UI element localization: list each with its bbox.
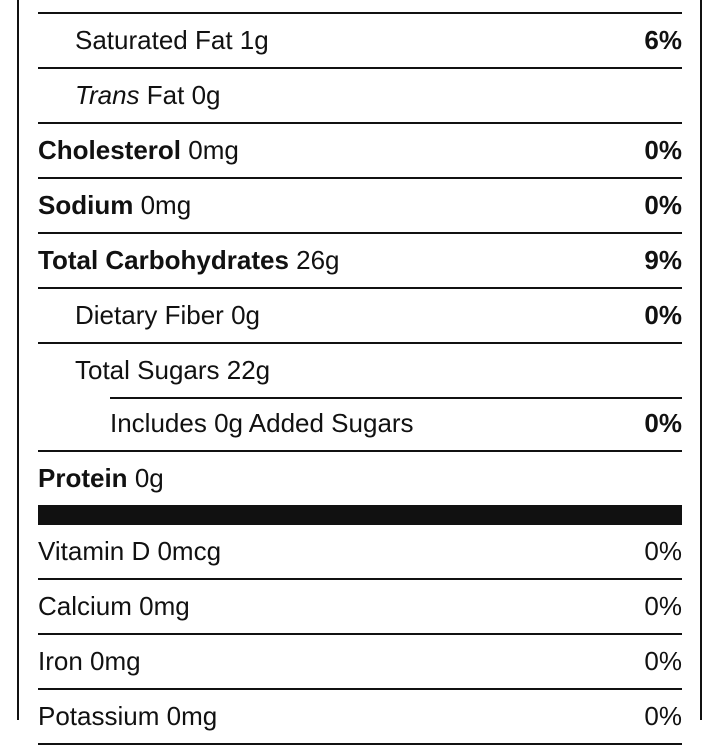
vitamin-row: Iron 0mg 0% — [38, 635, 682, 690]
vitamin-amount: 0mg — [139, 591, 190, 621]
nutrient-amount: 0mg — [188, 135, 239, 165]
vitamin-amount: 0mcg — [157, 536, 222, 566]
nutrition-facts: Saturated Fat 1g 6% Trans Fat 0g Choleste… — [38, 12, 682, 745]
nutrient-name: Total Carbohydrates — [38, 245, 289, 275]
nutrient-name: Fat — [146, 80, 185, 110]
daily-value: 0% — [644, 408, 682, 438]
nutrient-row: Trans Fat 0g — [38, 69, 682, 124]
vitamin-amount: 0mg — [90, 646, 141, 676]
nutrient-amount: 0g — [191, 80, 221, 110]
vitamin-amount: 0mg — [166, 701, 218, 731]
nutrient-name: Protein — [38, 463, 128, 493]
nutrient-name: Saturated Fat — [75, 25, 233, 55]
daily-value: 0% — [644, 701, 682, 731]
nutrient-row: Saturated Fat 1g 6% — [38, 14, 682, 69]
nutrient-name: Dietary Fiber — [75, 300, 224, 330]
daily-value: 9% — [644, 245, 682, 275]
daily-value: 0% — [644, 536, 682, 566]
vitamin-row: Potassium 0mg 0% — [38, 690, 682, 745]
nutrient-amount: 0g — [231, 300, 260, 330]
vitamin-name: Vitamin D — [38, 536, 151, 566]
nutrient-row: Protein 0g — [38, 452, 682, 505]
nutrient-amount: 22g — [226, 355, 271, 385]
vitamin-row: Calcium 0mg 0% — [38, 580, 682, 635]
vitamin-row: Vitamin D 0mcg 0% — [38, 525, 682, 580]
nutrient-amount: 26g — [296, 245, 340, 275]
nutrient-row: Total Sugars 22g — [38, 344, 682, 399]
thick-divider — [38, 505, 682, 525]
daily-value: 6% — [644, 25, 682, 55]
daily-value: 0% — [644, 646, 682, 676]
nutrient-row: Cholesterol 0mg 0% — [38, 124, 682, 179]
vitamin-name: Potassium — [38, 701, 160, 731]
nutrient-name-italic: Trans — [75, 80, 140, 110]
nutrient-name: Cholesterol — [38, 135, 182, 165]
vitamin-name: Iron — [38, 646, 83, 676]
nutrient-amount: 1g — [239, 25, 269, 55]
daily-value: 0% — [644, 591, 682, 621]
nutrient-amount: 0g — [134, 463, 164, 493]
vitamin-name: Calcium — [38, 591, 132, 621]
nutrient-row: Includes 0g Added Sugars 0% — [38, 397, 682, 452]
page: {"nutrients": [ {"name": "Saturated Fat"… — [17, 0, 702, 745]
daily-value: 0% — [644, 135, 682, 165]
nutrient-row: Total Carbohydrates 26g 9% — [38, 234, 682, 289]
daily-value: 0% — [644, 300, 682, 330]
nutrient-name: Total Sugars — [75, 355, 220, 385]
daily-value: 0% — [644, 190, 682, 220]
nutrient-amount: 0mg — [140, 190, 192, 220]
label-frame — [17, 0, 702, 720]
nutrient-name: Sodium — [38, 190, 134, 220]
nutrient-row: Sodium 0mg 0% — [38, 179, 682, 234]
nutrient-name: Includes 0g Added Sugars — [110, 408, 414, 438]
nutrient-row: Dietary Fiber 0g 0% — [38, 289, 682, 344]
